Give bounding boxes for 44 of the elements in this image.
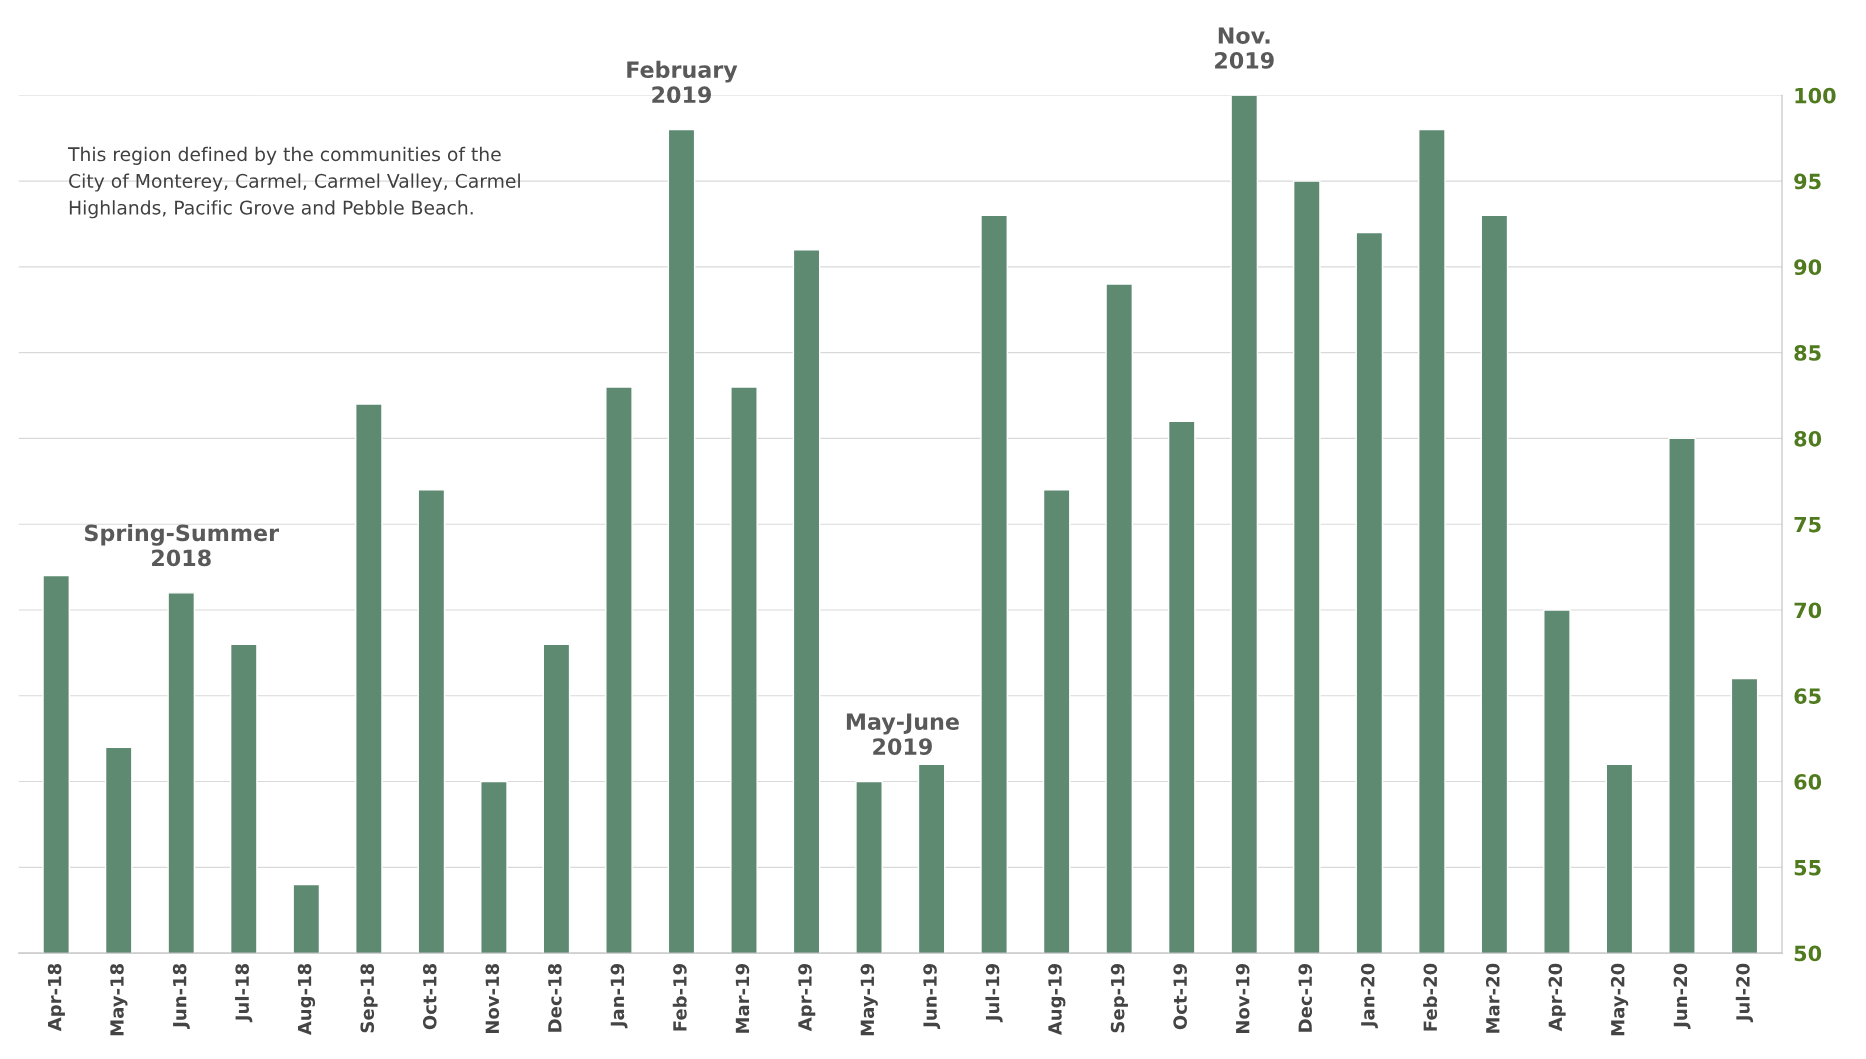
x-tick-label: Mar-20: [1485, 963, 1500, 1033]
annotation: February 2019: [627, 60, 738, 104]
x-tick-label: Oct-18: [422, 963, 437, 1030]
y-tick-label: 100: [1795, 87, 1836, 104]
y-tick-label: 80: [1794, 430, 1822, 447]
y-tick-label: 85: [1794, 345, 1821, 361]
y-tick-label: 50: [1794, 945, 1822, 962]
x-tick-label: Aug-19: [1048, 963, 1066, 1036]
y-tick-label: 75: [1794, 516, 1821, 533]
x-tick-label: Nov-18: [485, 963, 500, 1034]
x-tick-label: Jul-19: [985, 963, 1003, 1023]
x-tick-label: Aug-18: [297, 963, 316, 1036]
annotation: This region defined by the communities of the City of Monterey, Carmel, Carmel Valley, Carmel Highlands, Pacific Grove and Pebble Beach.: [67, 146, 520, 219]
x-tick-label: Sep-19: [1110, 963, 1128, 1033]
x-tick-label: Dec-19: [1298, 963, 1313, 1032]
x-tick-label: Feb-19: [672, 963, 687, 1031]
x-tick-label: May-18: [110, 963, 128, 1036]
x-tick-label: Jun-20: [1673, 963, 1691, 1029]
x-tick-label: Apr-18: [47, 963, 65, 1032]
y-tick-label: 65: [1794, 688, 1821, 704]
x-tick-label: Jul-18: [235, 963, 253, 1023]
x-tick-label: May-20: [1610, 963, 1629, 1036]
x-tick-label: Nov-19: [1235, 963, 1250, 1034]
x-tick-label: Dec-18: [548, 963, 562, 1032]
x-tick-label: Jan-19: [610, 963, 628, 1029]
annotation: May-June 2019: [846, 713, 959, 756]
x-tick-label: Jun-19: [923, 963, 941, 1029]
annotation: Nov. 2019: [1215, 27, 1274, 69]
y-tick-label: 55: [1794, 860, 1821, 876]
y-tick-label: 70: [1794, 602, 1822, 619]
x-tick-label: Mar-19: [735, 963, 750, 1033]
x-tick-label: Feb-20: [1423, 963, 1438, 1031]
x-tick-label: Jun-18: [172, 963, 190, 1029]
y-tick-label: 95: [1794, 173, 1821, 190]
x-tick-label: Oct-19: [1173, 963, 1187, 1030]
annotation: Spring-Summer 2018: [85, 524, 279, 567]
x-tick-label: Apr-19: [798, 963, 816, 1032]
y-tick-label: 60: [1794, 773, 1822, 790]
x-tick-label: Sep-18: [360, 963, 378, 1033]
x-tick-label: Jul-20: [1735, 963, 1754, 1023]
x-tick-label: May-19: [860, 963, 878, 1036]
x-tick-label: Jan-20: [1360, 963, 1378, 1029]
y-tick-label: 90: [1794, 259, 1822, 276]
x-tick-label: Apr-20: [1548, 963, 1566, 1032]
